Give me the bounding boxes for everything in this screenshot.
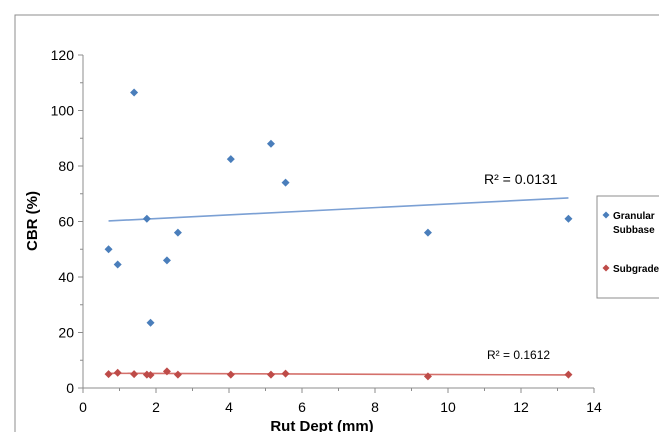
legend-label-subgrade: Subgrade (613, 264, 659, 275)
x-tick-label: 2 (152, 399, 160, 415)
x-tick-label: 4 (225, 399, 233, 415)
x-tick-label: 6 (298, 399, 306, 415)
legend-label-granular-subbase: Granular (613, 211, 655, 222)
y-tick-label: 80 (58, 158, 74, 174)
r-squared-label-subgrade: R² = 0.1612 (487, 348, 550, 362)
x-axis-title: Rut Dept (mm) (270, 418, 373, 432)
y-tick-label: 40 (58, 269, 74, 285)
r-squared-label-granular-subbase: R² = 0.0131 (484, 171, 558, 187)
x-tick-label: 10 (440, 399, 456, 415)
y-tick-label: 120 (51, 47, 75, 63)
y-axis-title: CBR (%) (24, 191, 41, 251)
legend-label-granular-subbase: Subbase (613, 225, 655, 236)
y-tick-label: 60 (58, 214, 74, 230)
x-tick-label: 0 (79, 399, 87, 415)
y-tick-label: 100 (51, 103, 75, 119)
chart-area-border (15, 15, 659, 432)
x-tick-label: 8 (371, 399, 379, 415)
x-tick-label: 14 (586, 399, 602, 415)
x-tick-label: 12 (513, 399, 529, 415)
y-tick-label: 20 (58, 325, 74, 341)
y-tick-label: 0 (66, 380, 74, 396)
